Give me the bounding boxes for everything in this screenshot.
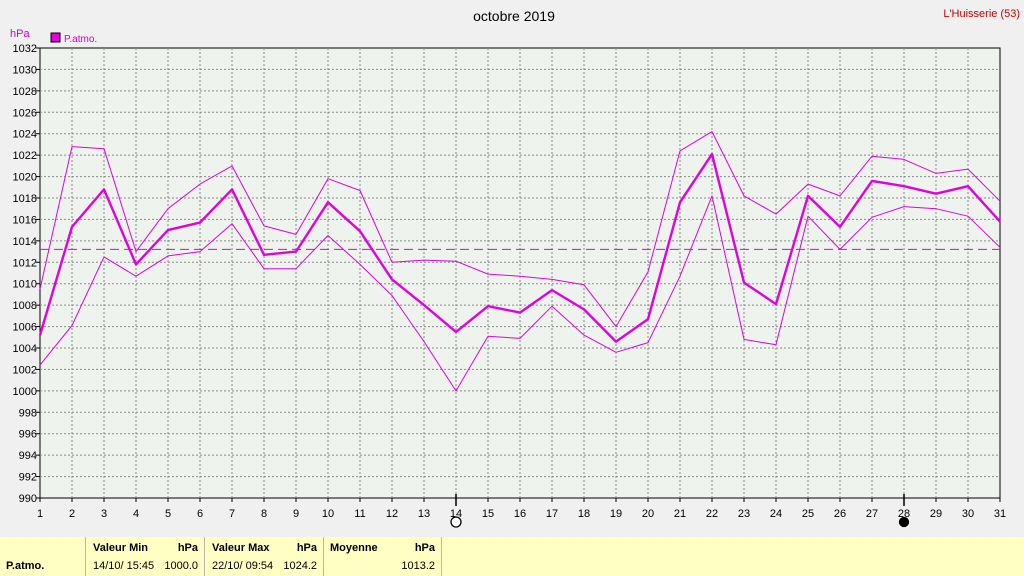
series-line-max: [39, 131, 1001, 328]
avg-value: 1013.2: [401, 560, 435, 572]
grid-lines: [36, 47, 1001, 502]
x-tick-label: 23: [738, 508, 750, 520]
y-tick-label: 1010: [13, 279, 37, 291]
location-label: L'Huisserie (53): [943, 8, 1020, 20]
x-tick-label: 22: [706, 508, 718, 520]
x-tick-label: 17: [546, 508, 558, 520]
x-tick-label: 4: [133, 508, 139, 520]
x-tick-label: 1: [37, 508, 43, 520]
max-value: 1024.2: [283, 560, 317, 572]
y-tick-label: 1020: [13, 172, 37, 184]
x-tick-label: 30: [962, 508, 974, 520]
y-tick-label: 992: [19, 472, 37, 484]
series-line-mean: [38, 152, 1001, 343]
max-unit: hPa: [296, 542, 317, 554]
min-title: Valeur Min: [93, 542, 149, 554]
y-axis-unit: hPa: [10, 28, 30, 40]
x-tick-label: 11: [354, 508, 365, 520]
y-tick-label: 990: [19, 493, 37, 505]
y-tick-label: 1004: [13, 343, 37, 355]
y-tick-label: 1002: [13, 364, 37, 376]
y-tick-label: 1008: [13, 300, 37, 312]
x-tick-label: 19: [610, 508, 622, 520]
y-tick-label: 1028: [13, 86, 37, 98]
y-tick-label: 994: [19, 450, 37, 462]
x-tick-label: 7: [229, 508, 235, 520]
x-tick-label: 10: [322, 508, 334, 520]
y-tick-label: 1016: [13, 214, 37, 226]
x-tick-label: 12: [386, 508, 398, 520]
pressure-chart: octobre 2019 L'Huisserie (53) hPa P.atmo…: [10, 8, 1020, 528]
moon-phase-markers: [450, 494, 910, 528]
x-tick-label: 9: [293, 508, 299, 520]
max-title: Valeur Max: [212, 542, 270, 554]
x-tick-label: 21: [674, 508, 686, 520]
y-tick-label: 1012: [13, 257, 37, 269]
y-tick-label: 996: [19, 429, 37, 441]
y-tick-label: 1006: [13, 322, 37, 334]
min-date: 14/10/ 15:45: [93, 560, 155, 572]
min-value: 1000.0: [164, 560, 198, 572]
x-tick-label: 5: [165, 508, 171, 520]
stats-footer: P.atmo. Valeur Min hPa 14/10/ 15:45 1000…: [0, 537, 1024, 576]
series-line-min: [39, 195, 1001, 392]
x-tick-label: 24: [770, 508, 782, 520]
x-tick-label: 14: [450, 508, 462, 520]
x-tick-labels: 1 2 3 4 5 6 7 8 9 10 11 12 13 14 15 16 17 18 19 20 21 22 23 24 2…: [37, 508, 1006, 520]
full-moon-icon: [450, 516, 462, 528]
x-tick-label: 18: [578, 508, 590, 520]
min-cell: Valeur Min hPa 14/10/ 15:45 1000.0: [86, 537, 205, 576]
x-tick-label: 26: [834, 508, 846, 520]
y-tick-labels: 990 992 994 996 998 1000 1002 1004 1006 1008 1010 1…: [13, 43, 37, 505]
x-tick-label: 28: [898, 508, 910, 520]
x-tick-label: 2: [69, 508, 75, 520]
x-tick-label: 29: [930, 508, 942, 520]
y-tick-label: 1026: [13, 107, 37, 119]
y-tick-label: 1032: [13, 43, 37, 55]
legend-swatch: [50, 32, 61, 43]
x-tick-label: 13: [418, 508, 430, 520]
max-date: 22/10/ 09:54: [212, 560, 274, 572]
y-tick-label: 1030: [13, 64, 37, 76]
min-unit: hPa: [177, 542, 198, 554]
x-tick-label: 27: [866, 508, 878, 520]
avg-unit: hPa: [414, 542, 435, 554]
y-tick-label: 1018: [13, 193, 37, 205]
y-tick-label: 998: [19, 407, 37, 419]
x-tick-label: 3: [101, 508, 107, 520]
legend-label: P.atmo.: [64, 34, 97, 45]
x-tick-label: 31: [994, 508, 1006, 520]
series-lines: [38, 131, 1001, 392]
x-tick-label: 6: [197, 508, 203, 520]
y-tick-label: 1014: [13, 236, 37, 248]
avg-title: Moyenne: [330, 542, 378, 554]
y-tick-label: 1000: [13, 386, 37, 398]
avg-cell: Moyenne hPa 1013.2: [324, 537, 442, 576]
y-tick-label: 1024: [13, 129, 37, 141]
x-tick-label: 8: [261, 508, 267, 520]
y-tick-label: 1022: [13, 150, 37, 162]
x-tick-label: 15: [482, 508, 494, 520]
footer-row-label: P.atmo.: [6, 560, 45, 572]
x-tick-label: 20: [642, 508, 654, 520]
chart-title: octobre 2019: [473, 8, 555, 24]
x-tick-label: 16: [514, 508, 526, 520]
new-moon-icon: [898, 516, 910, 528]
x-tick-label: 25: [802, 508, 814, 520]
footer-label-cell: P.atmo.: [0, 537, 86, 576]
max-cell: Valeur Max hPa 22/10/ 09:54 1024.2: [205, 537, 324, 576]
